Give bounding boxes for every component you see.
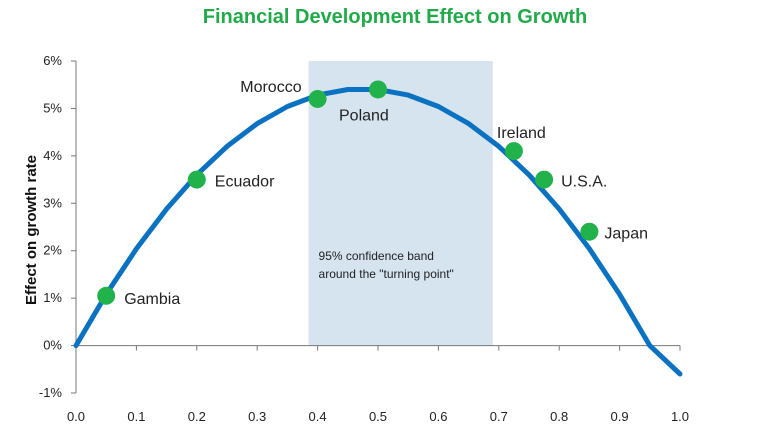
- data-point: [535, 170, 554, 189]
- data-point: [580, 222, 599, 241]
- x-tick-label: 0.6: [429, 409, 447, 424]
- data-point: [308, 89, 327, 108]
- y-tick-label: 5%: [43, 100, 62, 115]
- x-tick-label: 0.5: [369, 409, 387, 424]
- x-tick-label: 0.1: [127, 409, 145, 424]
- y-tick-label: 1%: [43, 290, 62, 305]
- data-point: [369, 80, 387, 99]
- point-label: Japan: [604, 226, 648, 243]
- data-point: [97, 286, 116, 305]
- confidence-band-note: 95% confidence band: [319, 249, 434, 263]
- point-label: Ireland: [497, 125, 546, 142]
- y-tick-label: -1%: [39, 385, 63, 400]
- point-label: Morocco: [240, 79, 301, 96]
- confidence-band-note: around the "turning point": [319, 267, 454, 281]
- y-tick-label: 4%: [43, 148, 62, 163]
- data-point: [504, 142, 523, 161]
- x-tick-label: 0.7: [490, 409, 508, 424]
- y-tick-label: 0%: [43, 338, 62, 353]
- y-tick-label: 2%: [43, 243, 62, 258]
- x-tick-label: 0.4: [309, 409, 327, 424]
- confidence-band: [308, 61, 493, 346]
- x-tick-label: 0.2: [188, 409, 206, 424]
- data-point: [187, 170, 206, 189]
- point-label: Poland: [339, 107, 389, 124]
- point-label: Ecuador: [215, 174, 275, 191]
- y-tick-label: 3%: [43, 195, 62, 210]
- x-tick-label: 0.8: [550, 409, 568, 424]
- x-tick-label: 0.9: [611, 409, 629, 424]
- point-label: U.S.A.: [561, 174, 607, 191]
- x-tick-label: 0.0: [67, 409, 85, 424]
- x-tick-label: 0.3: [248, 409, 266, 424]
- y-tick-label: 6%: [43, 53, 62, 68]
- y-axis-label: Effect on growth rate: [23, 155, 40, 305]
- chart-title: Financial Development Effect on Growth: [203, 6, 588, 28]
- x-tick-label: 1.0: [671, 409, 689, 424]
- point-label: Gambia: [124, 291, 180, 308]
